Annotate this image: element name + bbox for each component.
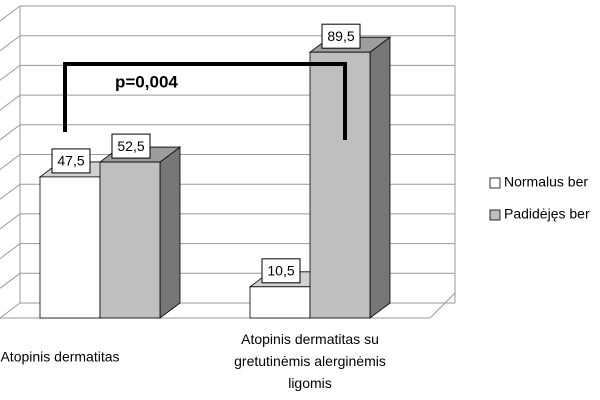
- bar: [99, 161, 161, 319]
- grid-line: [0, 5, 455, 22]
- x-tick-label: Atopinis dermatitas: [0, 349, 119, 365]
- value-label: 52,5: [117, 138, 144, 154]
- legend-swatch: [489, 177, 501, 189]
- bar: [39, 176, 101, 319]
- value-label-box: [51, 148, 91, 174]
- bar: [249, 286, 311, 319]
- legend-label: Padidėjęs ber: [504, 206, 590, 222]
- bar-side: [369, 36, 391, 319]
- annotation: p=0,004: [115, 72, 178, 91]
- x-tick-label: Atopinis dermatitas su gretutinėmis alerg…: [234, 331, 386, 391]
- bar: [309, 51, 371, 319]
- legend-swatch: [489, 209, 501, 221]
- value-label-box: [321, 23, 361, 49]
- legend-label: Normalus ber: [504, 174, 588, 190]
- floor-edge: [429, 292, 456, 319]
- bar-side: [159, 146, 181, 319]
- value-label: 89,5: [327, 28, 354, 44]
- value-label: 10,5: [267, 263, 294, 279]
- value-label: 47,5: [57, 153, 84, 169]
- significance-bracket: [63, 62, 347, 140]
- value-label-box: [111, 133, 151, 159]
- value-label-box: [261, 258, 301, 284]
